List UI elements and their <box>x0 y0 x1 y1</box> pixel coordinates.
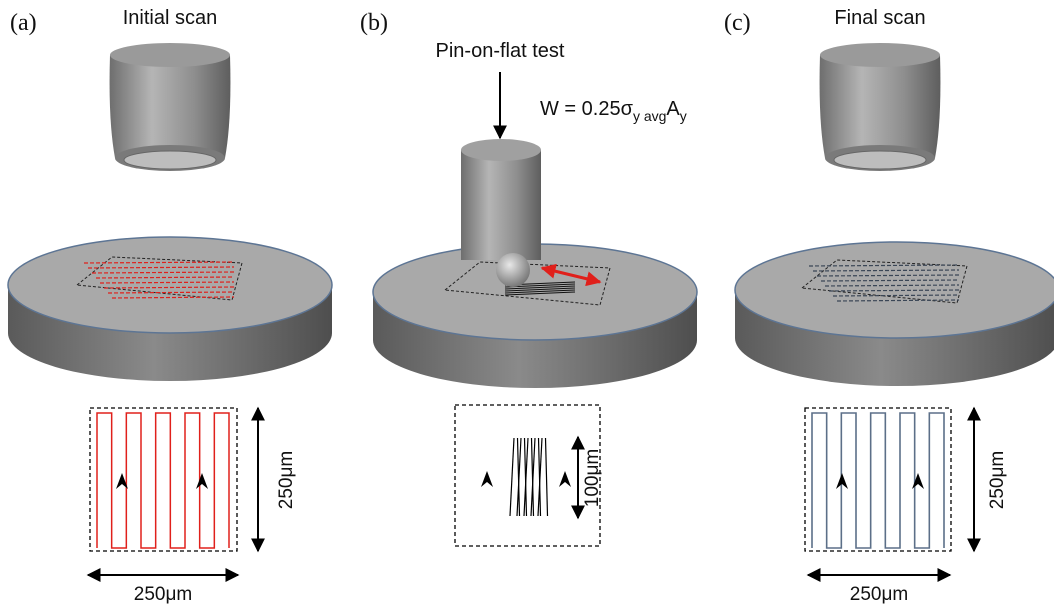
wear-stroke <box>510 438 514 516</box>
objective-top <box>820 43 940 67</box>
formula-part: W = 0.25σ <box>540 98 634 120</box>
pin-ball <box>496 253 530 287</box>
panel-letter: (c) <box>724 10 751 36</box>
panel-title: Pin-on-flat test <box>436 40 565 62</box>
objective-lens <box>110 55 231 158</box>
panel-letter: (b) <box>360 10 388 36</box>
panel-letter: (a) <box>10 10 37 36</box>
objective-aperture <box>834 151 926 169</box>
figure: (a) Initial scan (b) Pin-on-flat test W … <box>0 0 1054 609</box>
scan-path <box>97 413 229 548</box>
formula-subscript: y <box>680 108 687 124</box>
objective-aperture <box>124 151 216 169</box>
scan-direction <box>481 471 493 487</box>
disc-top <box>735 242 1054 338</box>
panel-title: Final scan <box>834 7 925 29</box>
wear-stroke <box>546 438 548 516</box>
pin-top <box>461 139 541 161</box>
dimension-label: 250μm <box>987 451 1008 509</box>
illustration <box>8 43 1054 575</box>
scan-direction <box>559 471 571 487</box>
scan-path <box>812 413 944 548</box>
scan-direction <box>912 473 924 489</box>
formula-subscript: y avg <box>633 108 666 124</box>
panel-title: Initial scan <box>123 7 218 29</box>
dimension-label: 250μm <box>850 584 908 605</box>
formula-part: A <box>666 98 680 120</box>
load-formula: W = 0.25σy avgAy <box>540 98 687 124</box>
disc-top <box>8 237 332 333</box>
objective-lens <box>820 55 941 158</box>
dimension-label: 250μm <box>276 451 297 509</box>
objective-top <box>110 43 230 67</box>
scan-direction <box>196 473 208 489</box>
dimension-label: 100μm <box>582 449 603 507</box>
dimension-label: 250μm <box>134 584 192 605</box>
pin-body <box>461 150 541 260</box>
